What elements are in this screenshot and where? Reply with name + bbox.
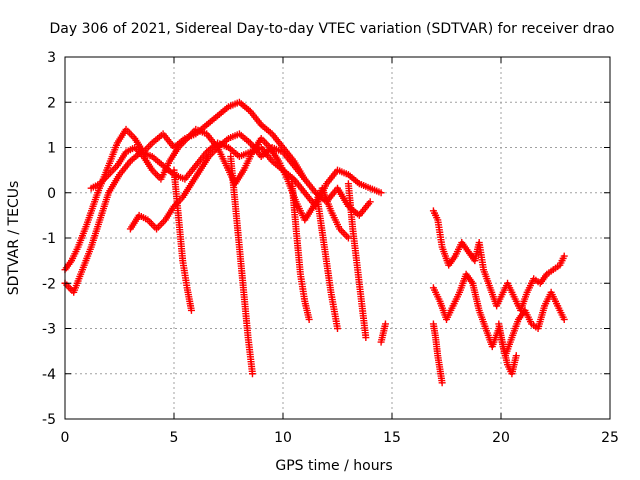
data-point	[305, 315, 313, 323]
grid-lines	[65, 57, 610, 419]
x-tick-label: 0	[61, 430, 70, 446]
y-tick-label: -3	[42, 322, 56, 338]
data-point	[512, 352, 520, 360]
data-point	[560, 315, 568, 323]
data-point	[377, 189, 385, 197]
data-point	[362, 334, 370, 342]
data-points	[61, 98, 568, 387]
y-tick-label: -2	[42, 276, 56, 292]
data-point	[366, 198, 374, 206]
y-tick-label: 3	[47, 50, 56, 66]
y-tick-label: 1	[47, 141, 56, 157]
data-point	[438, 379, 446, 387]
x-tick-label: 20	[492, 430, 510, 446]
y-tick-label: -1	[42, 231, 56, 247]
y-tick-label: -5	[42, 412, 56, 428]
y-tick-label: -4	[42, 367, 56, 383]
x-axis-label: GPS time / hours	[275, 458, 392, 474]
x-tick-label: 25	[601, 430, 619, 446]
axis-ticks: 0 5 10 15 20 25 -5 -4 -3 -2 -1 0 1 2 3	[42, 50, 619, 446]
x-tick-label: 10	[274, 430, 292, 446]
data-point	[560, 252, 568, 260]
y-tick-label: 0	[47, 186, 56, 202]
y-axis-label: SDTVAR / TECUs	[6, 181, 22, 296]
x-tick-label: 15	[383, 430, 401, 446]
data-point	[334, 325, 341, 332]
data-point	[187, 306, 195, 314]
chart-title: Day 306 of 2021, Sidereal Day-to-day VTE…	[49, 21, 614, 37]
y-tick-label: 2	[47, 95, 56, 111]
x-tick-label: 5	[170, 430, 179, 446]
data-point	[381, 320, 389, 328]
data-point	[248, 370, 256, 378]
